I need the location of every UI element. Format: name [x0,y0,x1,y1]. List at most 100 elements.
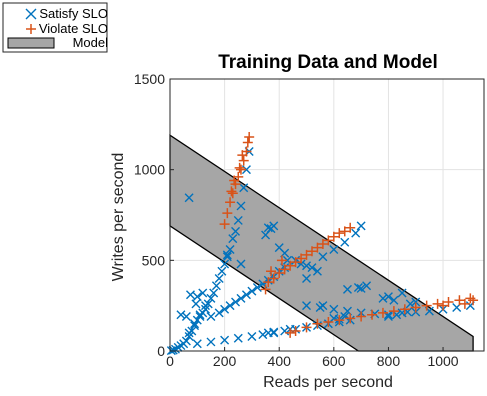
violate-point [399,304,410,315]
satisfy-point [220,259,230,269]
violate-point [328,231,339,242]
satisfy-point [184,193,194,203]
satisfy-point [206,312,216,322]
violate-point [274,268,285,279]
satisfy-point [247,331,257,341]
satisfy-point [269,327,279,337]
satisfy-point [195,310,205,320]
satisfy-point [302,273,312,283]
legend-model: Model [7,35,109,50]
violate-point [226,186,237,197]
satisfy-point [181,312,191,322]
satisfy-point [236,201,246,211]
y-axis: 0 500 1000 1500 [134,71,174,359]
violate-point [377,307,388,318]
satisfy-point [241,165,251,175]
violate-point [276,255,287,266]
satisfy-point [192,292,202,302]
violate-point [410,302,421,313]
legend-model-swatch [7,37,55,49]
violate-point [443,297,454,308]
legend-violate-label: Violate SLO [39,21,108,36]
satisfy-point [312,266,322,276]
violate-point [345,313,356,324]
y-tick-label: 1000 [134,162,165,178]
satisfy-point [378,293,388,303]
x-tick-label: 1000 [427,353,458,369]
satisfy-point [231,297,241,307]
legend-x-marker [25,8,37,20]
satisfy-point [201,301,210,311]
violate-point [339,226,350,237]
satisfy-point [233,215,243,225]
violate-point [263,277,274,288]
violate-point [317,239,328,250]
y-tick-label: 0 [157,343,165,359]
violate-point [234,162,245,173]
satisfy-point [192,339,202,349]
y-tick-label: 1500 [134,71,165,87]
series-violate [219,132,479,338]
violate-point [266,266,277,277]
plot-area [166,78,485,356]
x-tick-label: 0 [166,353,174,369]
satisfy-point [362,281,372,291]
satisfy-point [184,328,194,338]
violate-point [244,132,255,143]
satisfy-point [206,293,216,303]
violate-point [242,137,253,148]
satisfy-point [228,234,238,244]
satisfy-point [356,221,366,231]
satisfy-point [236,293,246,303]
violate-point [421,300,432,311]
violate-point [290,326,301,337]
violate-point [312,318,323,329]
satisfy-point [351,228,361,238]
legend-model-label: Model [73,35,109,50]
satisfy-point [340,312,350,322]
violate-point [237,150,248,161]
legend-violate: Violate SLO [26,21,108,36]
satisfy-point [181,336,191,346]
legend-satisfy: Satisfy SLO [25,6,108,21]
violate-point [388,306,399,317]
violate-point [356,311,367,322]
plot-frame [169,78,485,352]
satisfy-point [318,252,328,262]
violate-point [323,235,334,246]
violate-point [468,295,479,306]
satisfy-point [318,301,328,311]
x-axis-label: Reads per second [263,374,393,391]
violate-point [306,246,317,257]
satisfy-point [236,259,246,269]
satisfy-point [176,310,186,320]
satisfy-point [225,244,235,254]
violate-point [285,260,296,271]
violate-point [222,208,233,219]
satisfy-point [411,297,421,307]
violate-point [459,298,470,309]
x-axis: 0 200 400 600 800 1000 [166,347,459,369]
satisfy-point [185,290,195,300]
violate-point [229,175,240,186]
satisfy-point [168,345,178,355]
satisfy-point [233,333,243,343]
violate-point [268,273,279,284]
satisfy-point [296,259,306,269]
x-tick-label: 800 [377,353,401,369]
satisfy-point [190,321,200,331]
y-tick-label: 500 [142,252,166,268]
violate-point [296,253,307,264]
satisfy-point [258,330,268,340]
satisfy-point [214,308,224,318]
chart-title: Training Data and Model [218,52,438,73]
satisfy-point [220,304,230,314]
x-tick-label: 400 [268,353,292,369]
violate-point [301,322,312,333]
satisfy-point [241,290,251,300]
violate-point [323,316,334,327]
satisfy-point [329,304,339,314]
violate-point [301,249,312,260]
violate-point [312,242,323,253]
